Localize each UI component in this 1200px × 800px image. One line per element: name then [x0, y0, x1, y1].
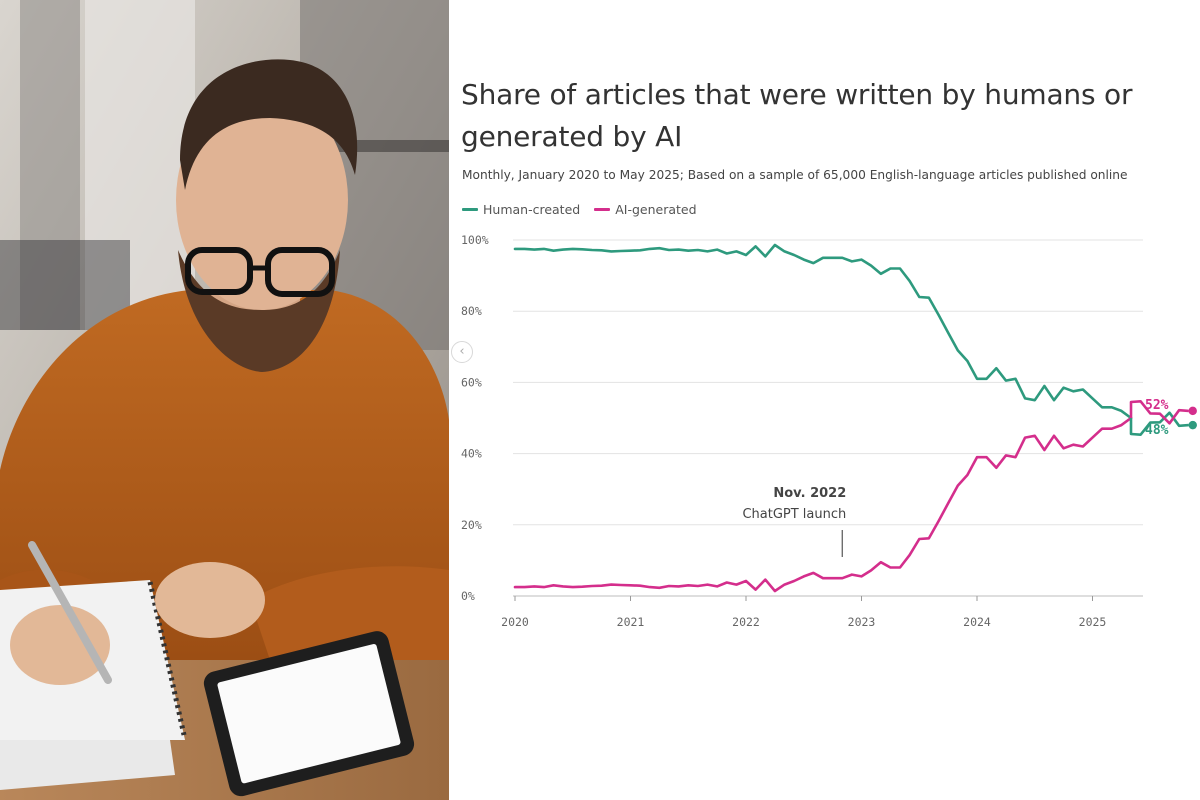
- photo-panel: [0, 0, 449, 800]
- chart-legend: Human-created AI-generated: [462, 202, 703, 217]
- x-tick-label: 2024: [963, 615, 991, 629]
- chart-title: Share of articles that were written by h…: [461, 78, 1133, 153]
- annotation-line-2: ChatGPT launch: [742, 507, 846, 522]
- legend-item-ai: AI-generated: [594, 202, 697, 217]
- x-tick-label: 2021: [617, 615, 645, 629]
- x-tick-label: 2022: [732, 615, 760, 629]
- legend-item-human: Human-created: [462, 202, 580, 217]
- y-tick-label: 60%: [461, 375, 482, 389]
- series-line-ai: [513, 416, 1133, 593]
- series-line-human: [513, 243, 1133, 420]
- end-point-ai: [1188, 406, 1197, 416]
- chart-subtitle: Monthly, January 2020 to May 2025; Based…: [462, 168, 1128, 182]
- legend-swatch-human: [462, 208, 478, 211]
- y-tick-label: 80%: [461, 304, 482, 318]
- x-tick-label: 2025: [1079, 615, 1107, 629]
- x-tick-label: 2023: [848, 615, 876, 629]
- legend-swatch-ai: [594, 208, 611, 211]
- end-point-human: [1188, 420, 1197, 430]
- end-label-ai: 52%: [1145, 398, 1169, 413]
- y-tick-label: 0%: [461, 589, 475, 603]
- legend-label-ai: AI-generated: [615, 202, 697, 217]
- y-tick-label: 20%: [461, 518, 482, 532]
- person-writing-photo: [0, 0, 449, 800]
- legend-label-human: Human-created: [483, 202, 581, 217]
- y-tick-label: 100%: [461, 233, 489, 247]
- y-tick-label: 40%: [461, 447, 482, 461]
- chart-panel: Share of articles that were written by h…: [449, 0, 1200, 800]
- series-line-tail-ai: [1129, 399, 1189, 425]
- prev-arrow-icon[interactable]: ‹: [451, 341, 473, 363]
- annotation-line-1: Nov. 2022: [773, 486, 846, 501]
- line-chart: 0% 20% 40% 60% 80% 100% 2020 2021 2022 2023 2024 20…: [461, 233, 1197, 629]
- x-tick-label: 2020: [501, 615, 529, 629]
- end-label-human: 48%: [1145, 423, 1169, 438]
- series-line-tail-human: [1129, 411, 1189, 437]
